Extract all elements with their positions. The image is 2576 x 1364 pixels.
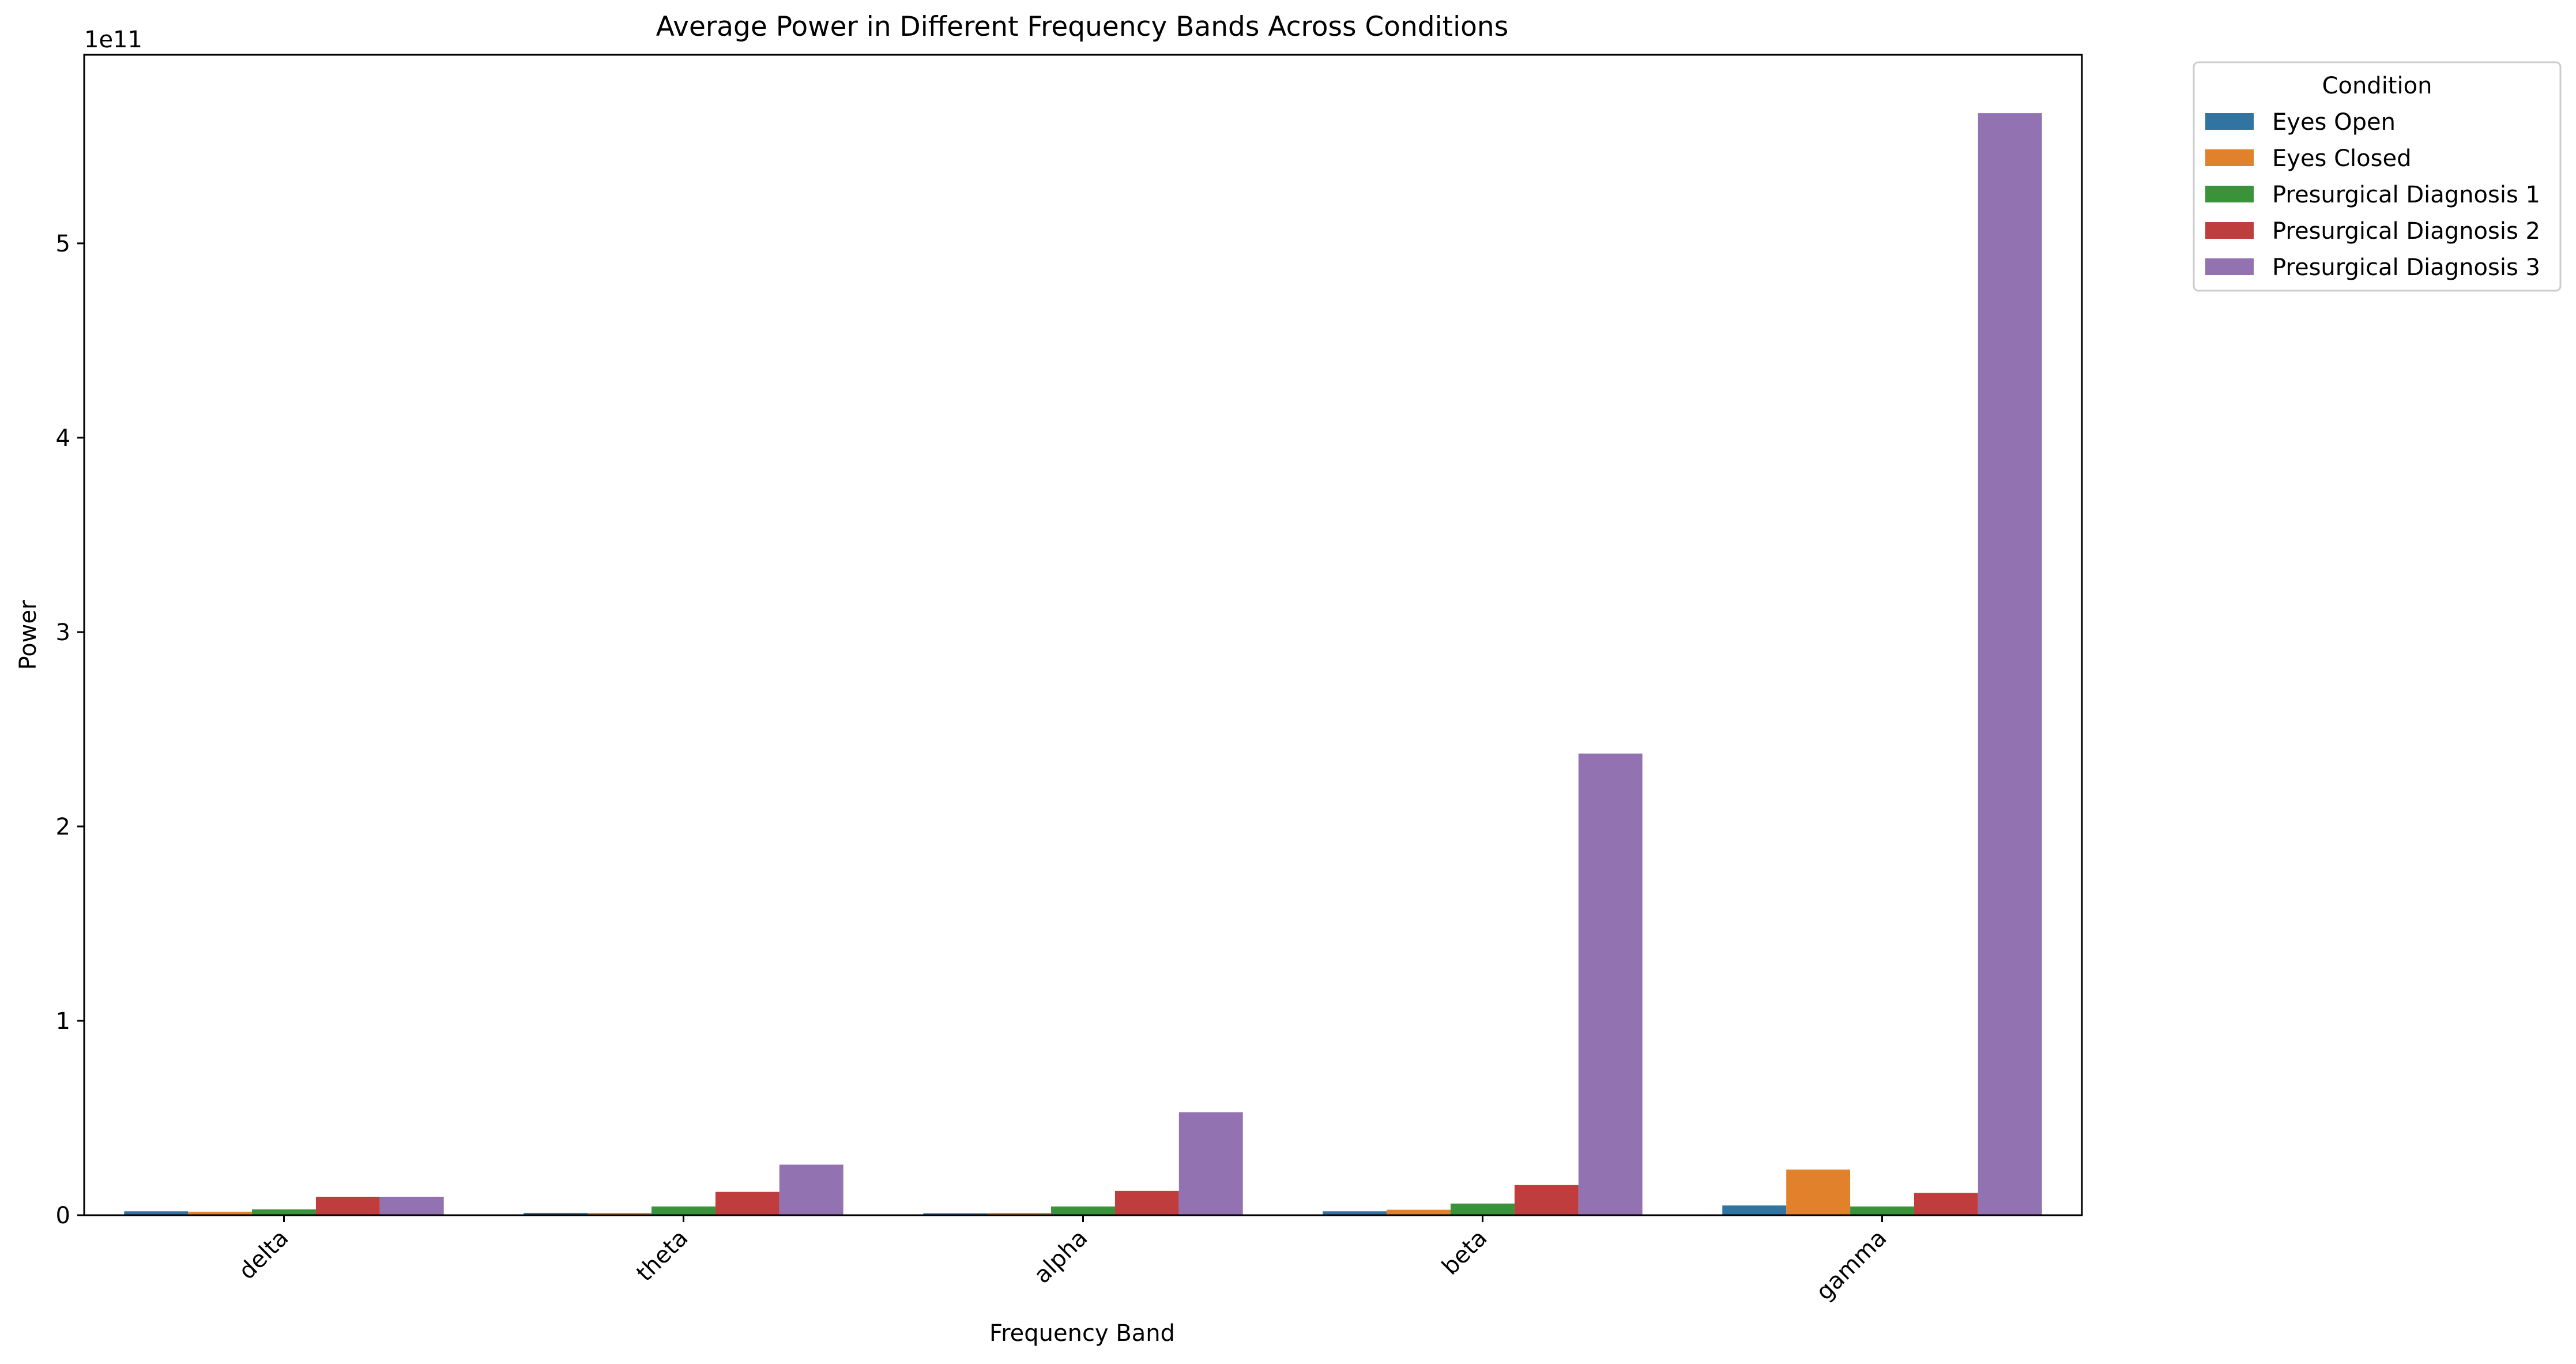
bar-alpha-series-4: [1114, 1190, 1179, 1215]
legend-swatch: [2205, 186, 2254, 202]
bar-delta-series-3: [252, 1209, 316, 1215]
bar-theta-series-5: [779, 1164, 843, 1215]
legend-swatch: [2205, 222, 2254, 239]
legend-swatch: [2205, 149, 2254, 166]
x-axis-label: Frequency Band: [989, 1320, 1175, 1347]
y-tick-label: 2: [56, 814, 70, 840]
legend-entries: Eyes Open Eyes Closed Presurgical Diagnosi…: [2205, 109, 2540, 281]
y-axis-label: Power: [15, 600, 42, 670]
bar-delta-series-5: [379, 1196, 444, 1215]
bar-gamma-series-4: [1914, 1193, 1978, 1215]
bar-beta-series-5: [1578, 753, 1643, 1215]
bar-theta-series-2: [587, 1212, 652, 1215]
bar-alpha-series-5: [1178, 1112, 1243, 1215]
bar-beta-series-1: [1323, 1211, 1387, 1215]
bar-beta-series-4: [1514, 1185, 1579, 1215]
bar-delta-series-2: [188, 1211, 253, 1215]
bar-alpha-series-2: [987, 1212, 1052, 1215]
y-tick-label: 1: [56, 1008, 70, 1035]
legend-label: Presurgical Diagnosis 3: [2272, 254, 2540, 281]
bar-alpha-series-1: [923, 1213, 988, 1215]
bar-beta-series-3: [1451, 1203, 1515, 1215]
y-tick-label: 0: [56, 1203, 70, 1229]
legend-title: Condition: [2322, 73, 2432, 99]
legend-label: Presurgical Diagnosis 1: [2272, 182, 2540, 208]
legend-label: Presurgical Diagnosis 2: [2272, 218, 2540, 245]
bar-delta-series-1: [124, 1211, 189, 1215]
legend-label: Eyes Open: [2272, 109, 2396, 136]
bar-theta-series-1: [524, 1212, 588, 1215]
legend-swatch: [2205, 258, 2254, 275]
y-axis: 0 1 2 3 4 5: [56, 231, 84, 1229]
bar-gamma-series-3: [1850, 1206, 1914, 1215]
bar-gamma-series-5: [1978, 113, 2042, 1216]
bar-gamma-series-1: [1722, 1205, 1787, 1215]
legend-swatch: [2205, 113, 2254, 130]
y-tick-label: 4: [56, 425, 70, 452]
y-offset-text: 1e11: [84, 27, 142, 53]
chart-title: Average Power in Different Frequency Ban…: [656, 11, 1508, 43]
bar-alpha-series-3: [1051, 1206, 1115, 1215]
bar-theta-series-4: [715, 1192, 779, 1215]
bar-delta-series-4: [315, 1196, 380, 1215]
legend: Condition Eyes Open Eyes Closed Presurgica…: [2193, 61, 2562, 292]
y-tick-label: 5: [56, 231, 70, 257]
legend-label: Eyes Closed: [2272, 145, 2411, 172]
bar-gamma-series-2: [1786, 1169, 1851, 1215]
bar-theta-series-3: [651, 1206, 715, 1215]
bars-group: [124, 113, 2042, 1216]
legend-frame: [2193, 61, 2562, 292]
bar-beta-series-2: [1387, 1209, 1451, 1215]
y-tick-label: 3: [56, 619, 70, 646]
